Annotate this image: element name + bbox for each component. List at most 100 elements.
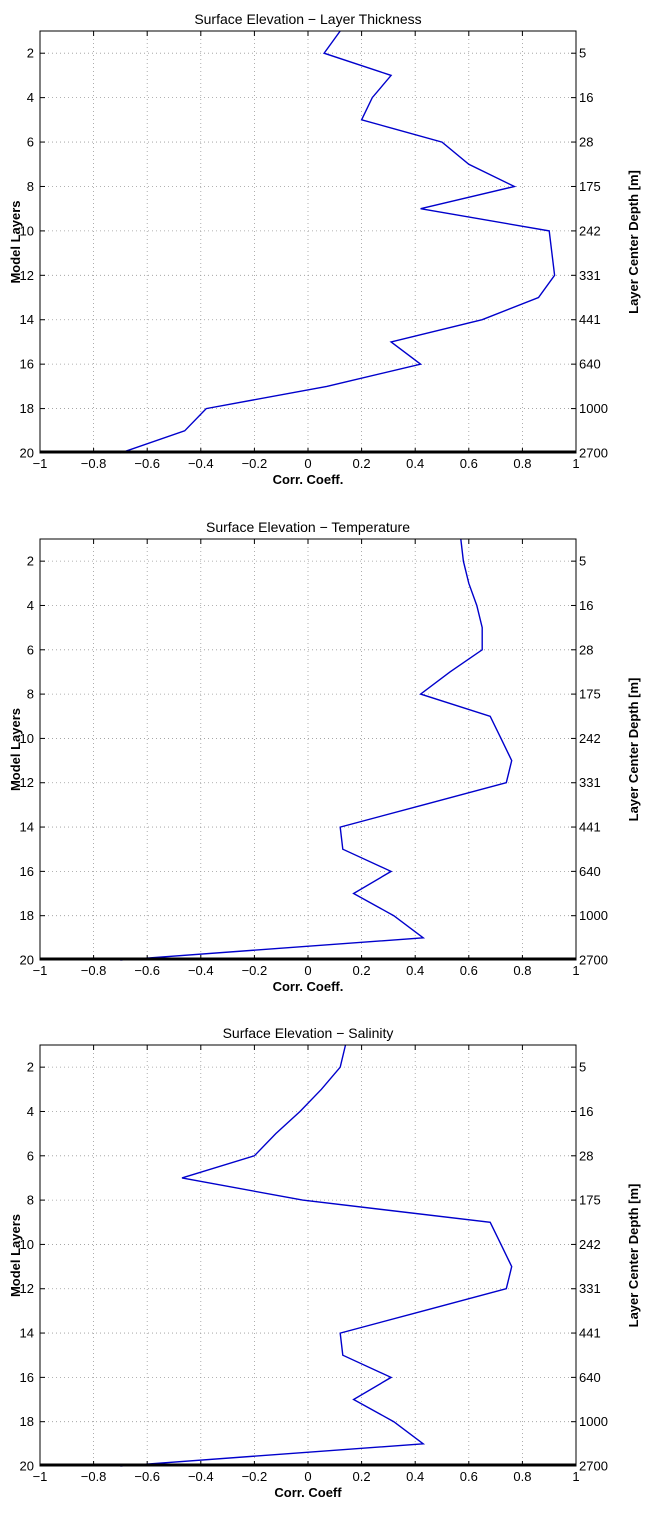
chart-panel-1: −1 −0.8 −0.6 −0.4 −0.2 0 0.2 0.4 0.6 0.8 124681012… — [8, 11, 641, 487]
x-tick-label: 0 — [304, 456, 311, 471]
y-tick-label: 18 — [20, 908, 34, 923]
right-tick-label: 16 — [579, 90, 593, 105]
x-tick-label: 0.6 — [460, 1469, 478, 1484]
series-line — [120, 538, 513, 961]
y-tick-label: 20 — [20, 446, 34, 461]
right-tick-label: 441 — [579, 312, 601, 327]
x-tick-label: −0.8 — [81, 963, 107, 978]
right-tick-label: 2700 — [579, 1459, 608, 1474]
right-tick-label: 2700 — [579, 953, 608, 968]
x-tick-label: −0.4 — [188, 456, 214, 471]
right-tick-label: 5 — [579, 554, 586, 569]
x-tick-label: −0.4 — [188, 963, 214, 978]
right-tick-label: 28 — [579, 642, 593, 657]
right-tick-label: 5 — [579, 1060, 586, 1075]
x-tick-label: 0.8 — [513, 1469, 531, 1484]
chart-title: Surface Elevation − Salinity — [223, 1025, 394, 1041]
y-tick-label: 2 — [27, 554, 34, 569]
y-axis-label: Model Layers — [8, 200, 23, 283]
x-tick-label: 0.4 — [406, 963, 424, 978]
right-tick-label: 175 — [579, 179, 601, 194]
y-tick-label: 12 — [20, 1281, 34, 1296]
right-tick-label: 331 — [579, 775, 601, 790]
y-tick-label: 14 — [20, 1326, 34, 1341]
x-tick-label: 0.2 — [353, 963, 371, 978]
y-tick-label: 6 — [27, 642, 34, 657]
x-tick-label: 0.6 — [460, 456, 478, 471]
y-tick-label: 8 — [27, 687, 34, 702]
right-tick-label: 640 — [579, 357, 601, 372]
y-axis-label-right: Layer Center Depth [m] — [626, 678, 641, 822]
x-tick-label: −0.6 — [134, 456, 160, 471]
plot-area — [40, 1045, 576, 1466]
x-tick-label: 0.4 — [406, 456, 424, 471]
x-tick-label: −0.2 — [242, 1469, 268, 1484]
y-tick-label: 8 — [27, 179, 34, 194]
right-tick-label: 28 — [579, 135, 593, 150]
right-tick-label: 1000 — [579, 401, 608, 416]
y-tick-label: 16 — [20, 864, 34, 879]
right-tick-label: 5 — [579, 46, 586, 61]
chart-title: Surface Elevation − Temperature — [206, 519, 410, 535]
right-tick-label: 331 — [579, 1281, 601, 1296]
x-tick-label: 1 — [572, 963, 579, 978]
x-tick-label: −0.6 — [134, 963, 160, 978]
chart-panel-3: −1 −0.8 −0.6 −0.4 −0.2 0 0.2 0.4 0.6 0.8 124681012… — [8, 1025, 641, 1500]
right-tick-label: 16 — [579, 598, 593, 613]
y-tick-label: 8 — [27, 1193, 34, 1208]
x-tick-label: −1 — [33, 963, 48, 978]
x-tick-label: 0.6 — [460, 963, 478, 978]
right-tick-label: 1000 — [579, 908, 608, 923]
x-tick-label: 0.2 — [353, 1469, 371, 1484]
x-tick-label: 0 — [304, 963, 311, 978]
x-tick-label: 0.2 — [353, 456, 371, 471]
plot-area — [40, 539, 576, 960]
y-tick-label: 12 — [20, 268, 34, 283]
y-tick-label: 4 — [27, 598, 34, 613]
y-tick-label: 12 — [20, 775, 34, 790]
series-line — [120, 1044, 513, 1467]
y-tick-label: 2 — [27, 1060, 34, 1075]
y-tick-label: 2 — [27, 46, 34, 61]
right-tick-label: 242 — [579, 223, 601, 238]
x-tick-label: 0 — [304, 1469, 311, 1484]
chart-panel-2: −1 −0.8 −0.6 −0.4 −0.2 0 0.2 0.4 0.6 0.8 124681012… — [8, 519, 641, 994]
right-tick-label: 242 — [579, 1237, 601, 1252]
y-tick-label: 6 — [27, 135, 34, 150]
right-tick-label: 1000 — [579, 1414, 608, 1429]
right-tick-label: 441 — [579, 820, 601, 835]
y-tick-label: 16 — [20, 1370, 34, 1385]
right-tick-label: 640 — [579, 864, 601, 879]
x-tick-label: −1 — [33, 456, 48, 471]
chart-title: Surface Elevation − Layer Thickness — [194, 11, 421, 27]
y-axis-label-right: Layer Center Depth [m] — [626, 170, 641, 314]
y-tick-label: 10 — [20, 731, 34, 746]
y-tick-label: 18 — [20, 1414, 34, 1429]
x-tick-label: 0.4 — [406, 1469, 424, 1484]
right-tick-label: 175 — [579, 1193, 601, 1208]
x-tick-label: 1 — [572, 456, 579, 471]
x-tick-label: 1 — [572, 1469, 579, 1484]
right-tick-label: 16 — [579, 1104, 593, 1119]
x-tick-label: −0.6 — [134, 1469, 160, 1484]
y-tick-label: 20 — [20, 953, 34, 968]
x-axis-label: Corr. Coeff. — [273, 472, 344, 487]
y-tick-label: 20 — [20, 1459, 34, 1474]
y-tick-label: 18 — [20, 401, 34, 416]
y-axis-label: Model Layers — [8, 1214, 23, 1297]
y-tick-label: 14 — [20, 312, 34, 327]
x-tick-label: −0.8 — [81, 456, 107, 471]
right-tick-label: 441 — [579, 1326, 601, 1341]
x-tick-label: −0.4 — [188, 1469, 214, 1484]
x-axis-label: Corr. Coeff — [274, 1485, 342, 1500]
x-axis-label: Corr. Coeff. — [273, 979, 344, 994]
x-tick-label: −1 — [33, 1469, 48, 1484]
y-tick-label: 10 — [20, 223, 34, 238]
y-tick-label: 16 — [20, 357, 34, 372]
right-tick-label: 28 — [579, 1148, 593, 1163]
y-tick-label: 10 — [20, 1237, 34, 1252]
y-axis-label-right: Layer Center Depth [m] — [626, 1184, 641, 1328]
x-tick-label: −0.8 — [81, 1469, 107, 1484]
right-tick-label: 331 — [579, 268, 601, 283]
